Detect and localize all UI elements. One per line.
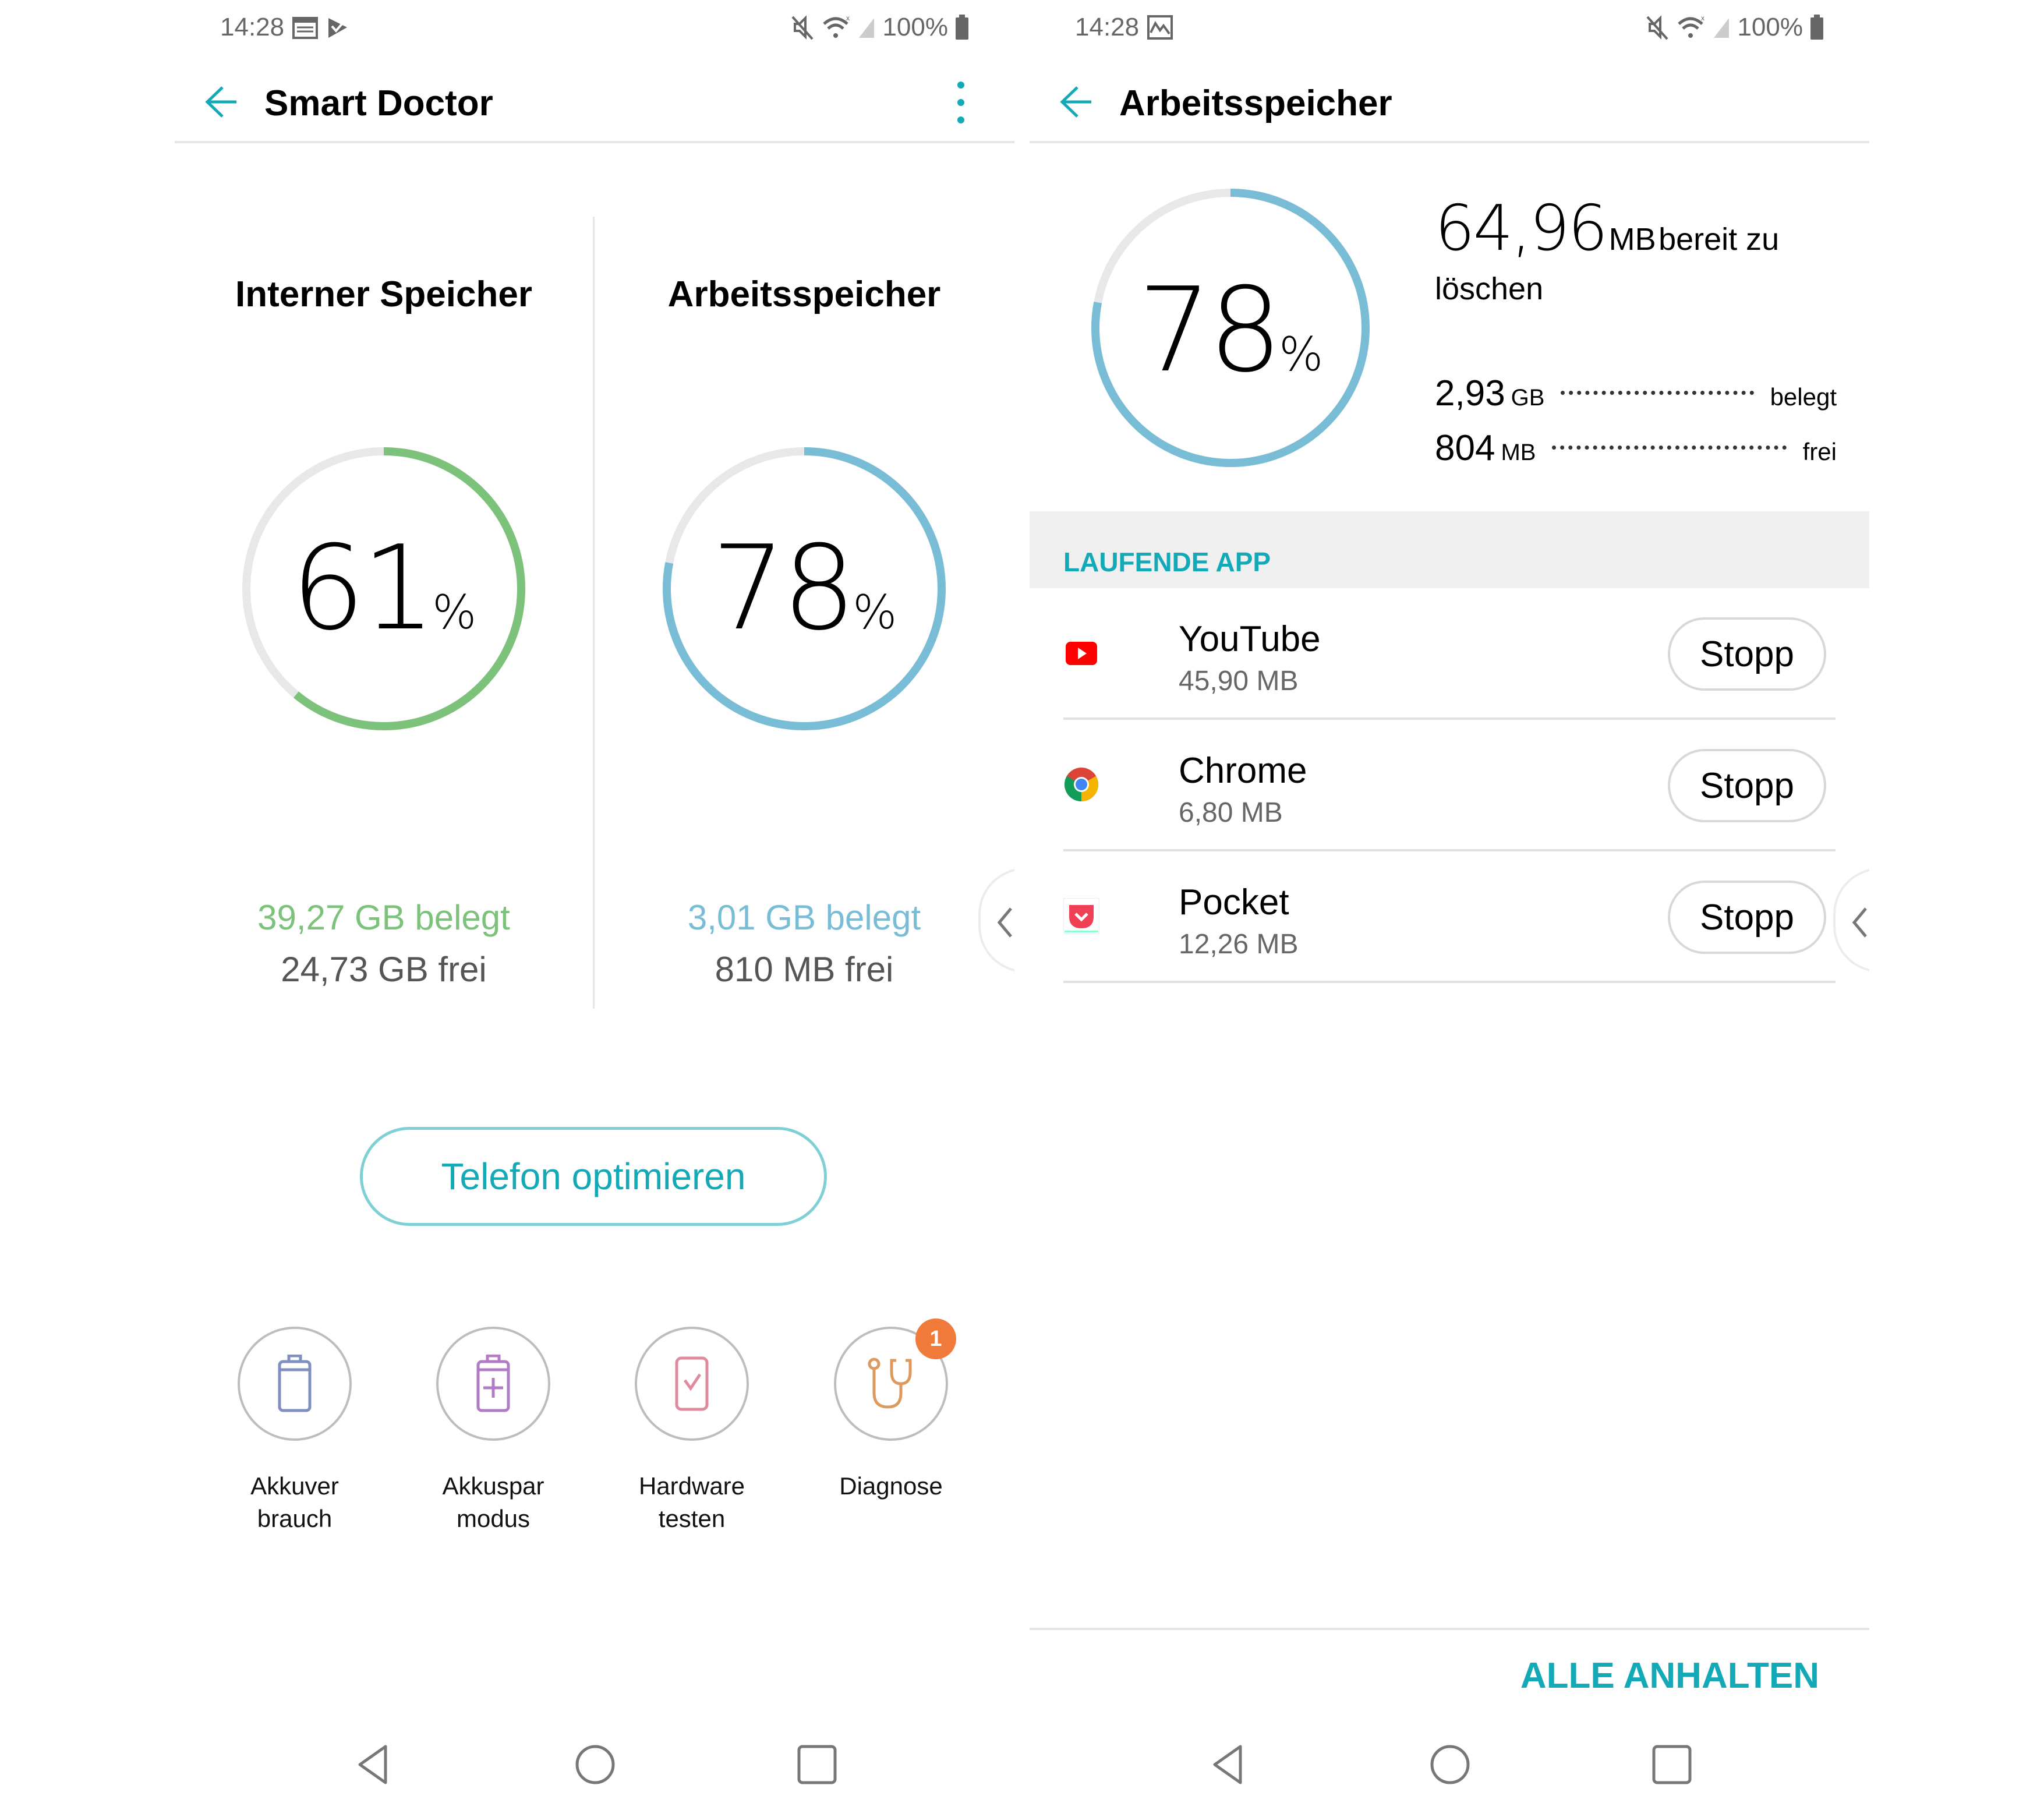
stop-pocket-button[interactable]: Stopp	[1668, 881, 1826, 954]
ram-card[interactable]: Arbeitsspeicher 78% 3,01 GB belegt 810 M…	[595, 274, 1013, 989]
ram-percent: 78%	[711, 521, 897, 656]
cleanable-amount: 64,96	[1435, 192, 1608, 265]
nav-back-button[interactable]	[1204, 1741, 1251, 1788]
battery-icon	[956, 15, 968, 40]
app-header: Arbeitsspeicher	[1030, 64, 1869, 143]
more-options-icon[interactable]	[954, 79, 968, 126]
ram-title: Arbeitsspeicher	[667, 274, 941, 314]
home-circle-icon	[1430, 1745, 1470, 1784]
stethoscope-icon	[868, 1358, 912, 1409]
svg-text:x: x	[846, 15, 850, 22]
memory-used-row: 2,93 GB belegt	[1435, 373, 1837, 413]
battery-usage-tool[interactable]: Akkuver brauch	[219, 1327, 370, 1535]
ram-free: 810 MB frei	[715, 950, 894, 989]
status-time: 14:28	[1075, 13, 1140, 41]
ram-usage-gauge: 78%	[1088, 185, 1373, 471]
page-title: Arbeitsspeicher	[1119, 83, 1392, 123]
calendar-icon	[292, 17, 319, 39]
column-divider	[593, 217, 595, 1009]
edge-panel-handle[interactable]	[1833, 868, 1869, 973]
youtube-icon	[1066, 642, 1097, 665]
phone-check-icon	[675, 1356, 709, 1411]
home-circle-icon	[575, 1745, 615, 1784]
nav-back-button[interactable]	[349, 1741, 396, 1788]
battery-saver-icon	[476, 1355, 510, 1412]
optimize-phone-button[interactable]: Telefon optimieren	[360, 1127, 827, 1226]
app-row-chrome: Chrome 6,80 MB Stopp	[1063, 720, 1836, 851]
ram-gauge: 78%	[659, 443, 950, 734]
back-arrow-icon[interactable]	[1055, 82, 1096, 122]
nav-home-button[interactable]	[1427, 1741, 1473, 1788]
back-triangle-icon	[358, 1745, 387, 1784]
check-flag-icon	[328, 18, 348, 38]
nav-home-button[interactable]	[572, 1741, 618, 1788]
battery-icon	[1810, 15, 1823, 40]
internal-storage-percent: 61%	[291, 521, 477, 656]
battery-percent: 100%	[1737, 13, 1803, 41]
internal-storage-gauge: 61%	[238, 443, 529, 734]
running-apps-header: LAUFENDE APP	[1030, 511, 1869, 588]
cleanable-summary: 64,96 MB bereit zu löschen	[1435, 192, 1780, 306]
hardware-test-tool[interactable]: Hardware testen	[616, 1327, 768, 1535]
smart-doctor-screen: 14:28 x 100% Smart Doctor Interner Speic…	[175, 0, 1014, 1817]
battery-saver-tool[interactable]: Akkuspar modus	[418, 1327, 569, 1535]
internal-storage-title: Interner Speicher	[235, 274, 532, 314]
stop-chrome-button[interactable]: Stopp	[1668, 749, 1826, 822]
recents-square-icon	[797, 1745, 837, 1784]
internal-storage-used: 39,27 GB belegt	[257, 898, 510, 937]
mute-icon	[791, 15, 814, 40]
back-triangle-icon	[1213, 1745, 1242, 1784]
wifi-icon: x	[1678, 15, 1704, 38]
tools-row: Akkuver brauch Akkuspar modus Hardware test…	[175, 1318, 1014, 1536]
stop-youtube-button[interactable]: Stopp	[1668, 617, 1826, 691]
ram-percent: 78%	[1137, 263, 1324, 398]
internal-storage-card[interactable]: Interner Speicher 61% 39,27 GB belegt 24…	[175, 274, 593, 989]
app-row-pocket: Pocket 12,26 MB Stopp	[1063, 851, 1836, 983]
pocket-icon	[1063, 898, 1099, 934]
mute-icon	[1646, 15, 1668, 40]
chevron-left-icon	[997, 907, 1012, 938]
ram-used: 3,01 GB belegt	[687, 898, 921, 937]
image-icon	[1147, 15, 1173, 40]
nav-recents-button[interactable]	[794, 1741, 840, 1788]
notification-badge: 1	[915, 1318, 956, 1359]
navigation-bar	[175, 1701, 1014, 1817]
back-arrow-icon[interactable]	[200, 82, 241, 122]
footer-divider	[1030, 1628, 1869, 1630]
nav-recents-button[interactable]	[1649, 1741, 1695, 1788]
ram-detail-screen: 14:28 x 100% Arbeitsspeicher 78% 64,96 M…	[1030, 0, 1869, 1817]
chevron-left-icon	[1852, 907, 1867, 938]
app-header: Smart Doctor	[175, 64, 1014, 143]
status-time: 14:28	[220, 13, 285, 41]
recents-square-icon	[1652, 1745, 1692, 1784]
wifi-icon: x	[823, 15, 850, 38]
signal-icon	[859, 18, 875, 38]
memory-free-row: 804 MB frei	[1435, 428, 1837, 468]
chrome-icon	[1065, 768, 1098, 801]
svg-text:x: x	[1701, 15, 1704, 22]
page-title: Smart Doctor	[264, 83, 493, 123]
internal-storage-free: 24,73 GB frei	[281, 950, 487, 989]
status-bar: 14:28 x 100%	[175, 0, 1014, 55]
stop-all-button[interactable]: ALLE ANHALTEN	[1520, 1656, 1819, 1696]
battery-usage-icon	[278, 1355, 312, 1412]
signal-icon	[1714, 18, 1730, 38]
diagnose-tool[interactable]: 1 Diagnose	[815, 1318, 967, 1503]
battery-percent: 100%	[882, 13, 948, 41]
navigation-bar	[1030, 1701, 1869, 1817]
status-bar: 14:28 x 100%	[1030, 0, 1869, 55]
app-row-youtube: YouTube 45,90 MB Stopp	[1063, 588, 1836, 720]
